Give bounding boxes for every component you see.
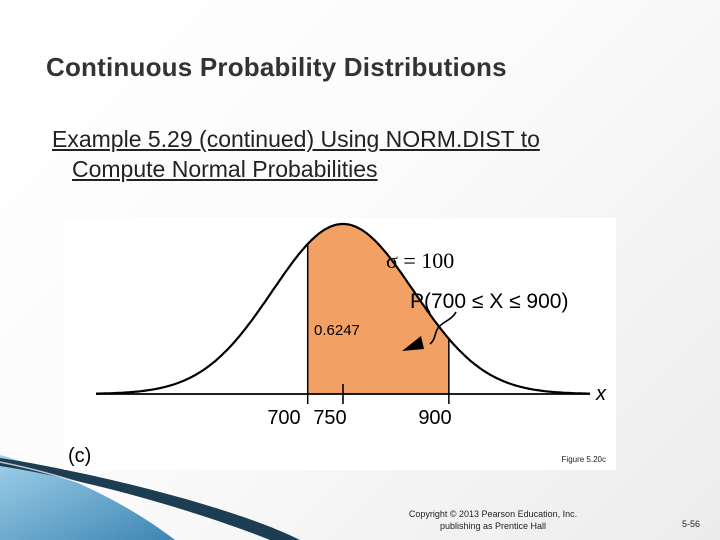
panel-label: (c) [68, 445, 91, 467]
copyright-notice: Copyright © 2013 Pearson Education, Inc.… [388, 508, 598, 532]
figure-caption: Figure 5.20c [561, 455, 606, 464]
pointer-arrow-line [429, 311, 457, 345]
copyright-line-2: publishing as Prentice Hall [439, 521, 547, 531]
probability-expression: P(700 ≤ X ≤ 900) [410, 290, 568, 313]
corner-dark-streak [0, 458, 300, 540]
normal-distribution-figure: x 700 750 900 0.6247 σ = 100 P(700 ≤ X ≤… [64, 218, 616, 470]
tick-label-900: 900 [418, 407, 451, 429]
normal-curve-diagram: x 700 750 900 0.6247 σ = 100 P(700 ≤ X ≤… [68, 222, 607, 467]
x-axis-label: x [595, 383, 607, 405]
probability-value: 0.6247 [314, 322, 360, 339]
tick-label-750: 750 [313, 407, 346, 429]
subtitle-line-1: Example 5.29 (continued) Using NORM.DIST… [52, 126, 540, 152]
sigma-label: σ = 100 [386, 248, 454, 273]
subtitle-line-2: Compute Normal Probabilities [72, 156, 378, 182]
shaded-probability-area [307, 224, 449, 394]
pointer-arrow-head [402, 336, 424, 351]
corner-blue-wave [0, 455, 175, 540]
tick-label-700: 700 [267, 407, 300, 429]
slide-subtitle: Example 5.29 (continued) Using NORM.DIST… [52, 124, 652, 184]
slide-title: Continuous Probability Distributions [46, 52, 507, 82]
normal-curve [96, 222, 590, 395]
slide-number: 5-56 [682, 519, 701, 529]
copyright-line-1: Copyright © 2013 Pearson Education, Inc. [408, 509, 578, 519]
